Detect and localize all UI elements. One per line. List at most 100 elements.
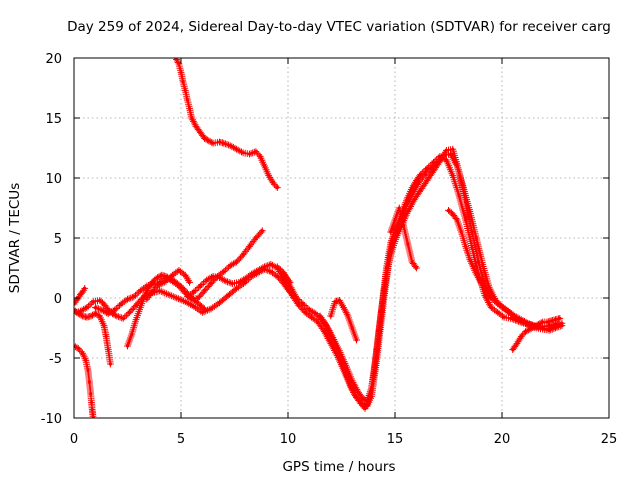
data-point — [406, 242, 410, 246]
data-point — [423, 172, 427, 176]
data-point — [558, 316, 562, 320]
data-point — [202, 136, 207, 140]
data-point — [464, 244, 468, 248]
data-point — [275, 274, 279, 278]
data-point — [106, 312, 110, 316]
data-point — [247, 244, 252, 248]
data-point — [502, 315, 506, 319]
data-point — [337, 349, 341, 353]
data-point — [198, 303, 202, 307]
data-point — [202, 307, 207, 311]
data-point — [192, 290, 196, 294]
data-point — [192, 304, 196, 308]
data-point — [386, 260, 391, 264]
data-point — [290, 294, 294, 298]
x-tick-label: 15 — [387, 432, 404, 447]
data-point — [558, 322, 562, 326]
data-point — [132, 295, 136, 299]
data-point — [493, 298, 498, 302]
data-point — [183, 300, 187, 304]
data-point — [113, 308, 117, 312]
data-point — [346, 314, 350, 318]
data-point — [481, 262, 485, 266]
data-point — [85, 315, 89, 319]
data-point — [194, 124, 198, 128]
data-point — [361, 403, 365, 407]
y-tick-label: 15 — [45, 112, 62, 127]
data-point — [145, 284, 149, 288]
data-point — [93, 312, 97, 316]
data-point — [508, 316, 513, 320]
data-point — [243, 277, 247, 281]
data-point — [138, 289, 142, 293]
data-point — [451, 212, 455, 216]
data-point — [155, 276, 160, 280]
data-point — [89, 392, 93, 396]
data-point — [106, 308, 110, 312]
data-point — [91, 300, 95, 304]
y-axis-label: SDTVAR / TECUs — [7, 183, 23, 293]
data-point — [451, 147, 455, 151]
data-point — [190, 116, 194, 120]
data-point — [481, 284, 485, 288]
data-point — [262, 164, 267, 168]
y-tick-label: 5 — [54, 232, 62, 247]
y-tick-label: 0 — [54, 292, 62, 307]
series-arc-12 — [316, 150, 564, 405]
axis-ticks: 0 5 10 15 20 25 -10 -5 0 5 10 15 20 — [41, 52, 618, 447]
x-axis-label: GPS time / hours — [282, 459, 395, 475]
data-point — [115, 314, 119, 318]
data-point — [80, 314, 85, 318]
data-point — [395, 226, 399, 230]
data-point — [260, 229, 264, 233]
data-point — [235, 286, 239, 290]
series-arc-16 — [509, 315, 564, 353]
data-point — [222, 141, 226, 145]
data-point — [541, 320, 545, 324]
data-point — [85, 306, 89, 310]
data-point — [354, 396, 359, 400]
data-point — [449, 152, 453, 156]
data-point — [318, 314, 322, 318]
data-point — [461, 186, 466, 190]
data-point — [177, 62, 181, 66]
data-point — [269, 262, 273, 266]
data-point — [76, 312, 80, 316]
data-point — [158, 280, 162, 284]
data-point — [444, 148, 448, 152]
data-point — [369, 386, 374, 390]
chart-title: Day 259 of 2024, Sidereal Day-to-day VTE… — [67, 19, 611, 35]
data-point — [350, 326, 354, 330]
data-point — [98, 298, 102, 302]
data-point — [410, 260, 414, 264]
data-point — [209, 307, 213, 311]
data-point — [474, 272, 478, 276]
data-point — [506, 309, 511, 313]
series-arc-7 — [143, 227, 266, 303]
series-arc-13 — [327, 297, 360, 344]
data-point — [361, 397, 365, 401]
data-point — [331, 336, 335, 340]
data-point — [429, 166, 433, 170]
data-point — [307, 308, 311, 312]
data-point — [436, 160, 440, 164]
data-point — [523, 330, 528, 334]
data-point — [500, 304, 504, 308]
y-tick-label: 20 — [45, 52, 62, 67]
data-point — [128, 310, 132, 314]
data-point — [170, 279, 175, 283]
data-point — [324, 324, 329, 328]
data-point — [468, 258, 472, 262]
data-point — [269, 270, 273, 274]
data-point — [419, 188, 423, 192]
data-point — [538, 326, 543, 330]
data-point — [275, 265, 279, 269]
data-point — [243, 280, 247, 284]
x-tick-label: 25 — [601, 432, 618, 447]
data-point — [545, 327, 549, 331]
data-point — [235, 260, 239, 264]
data-point — [224, 279, 228, 283]
data-point — [121, 316, 125, 320]
data-point — [134, 318, 138, 322]
data-point — [181, 80, 185, 84]
